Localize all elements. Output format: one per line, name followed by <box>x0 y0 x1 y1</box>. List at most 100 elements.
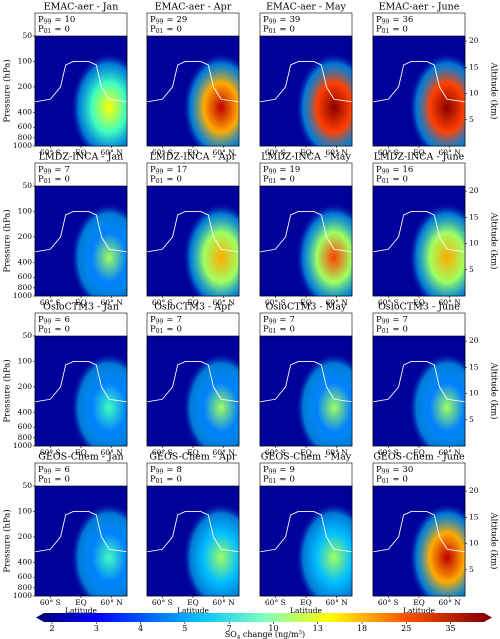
stat-sub: 99 <box>44 18 52 25</box>
x-tick-label: EQ <box>413 448 425 457</box>
stat-label: P01 = 0 <box>376 324 408 335</box>
stat-value: 0 <box>177 474 182 484</box>
concentration-field <box>295 502 352 596</box>
y-tick-label: 600 <box>18 422 33 431</box>
stat-value: 7 <box>403 315 408 325</box>
y2-tick-label: 20 <box>469 36 479 45</box>
colorbar-tick-label: 4 <box>138 624 143 633</box>
stat-value: 0 <box>403 324 408 334</box>
label-base: SO <box>225 630 237 639</box>
x-tick-label: 60° S <box>40 448 61 457</box>
x-tick-label: 60° N <box>213 448 236 457</box>
stat-sub: 01 <box>269 178 277 185</box>
y-tick-label: 100 <box>18 56 33 65</box>
stat-symbol: P <box>150 474 156 484</box>
tropopause <box>35 61 127 103</box>
stat-sub: 01 <box>382 478 390 485</box>
y-tick-label: 50 <box>22 331 32 340</box>
panel-title: LMDZ-INCA - Apr <box>150 152 237 163</box>
heatmap <box>35 486 127 596</box>
stat-label: P99 = 19 <box>263 165 300 176</box>
x-tick-label: 60° S <box>40 298 61 307</box>
concentration-field <box>182 502 239 596</box>
panel-title: EMAC-aer - Apr <box>155 2 232 13</box>
x-tick-label: 60° S <box>152 148 173 157</box>
y-axis-label: Pressure (hPa) <box>2 359 13 422</box>
stat-value: 29 <box>177 15 188 25</box>
panel-title: OsloCTM3 - May <box>266 302 347 313</box>
y-tick-label: 50 <box>22 181 32 190</box>
stat-symbol: P <box>376 15 382 25</box>
stat-eq: = <box>392 315 399 325</box>
y2-axis-label: Altitude (km) <box>489 362 500 420</box>
concentration-field <box>70 202 127 296</box>
x-axis-label: Latitude <box>290 606 323 615</box>
stat-eq: = <box>392 165 399 175</box>
y2-tick-label: 15 <box>469 62 479 71</box>
stat-label: P99 = 7 <box>263 315 295 326</box>
stat-sub: 99 <box>156 318 164 325</box>
x-tick-label: 60° N <box>326 298 349 307</box>
x-tick-label: EQ <box>187 448 199 457</box>
stat-value: 0 <box>403 174 408 184</box>
x-tick-label: 60° S <box>152 298 173 307</box>
stat-value: 0 <box>290 474 295 484</box>
x-tick-label: 60° N <box>101 298 124 307</box>
tropopause <box>373 361 465 403</box>
y-tick-label: 50 <box>22 31 32 40</box>
x-tick-label: 60° S <box>378 148 399 157</box>
heatmap <box>373 36 465 146</box>
y2-axis-label: Altitude (km) <box>489 62 500 120</box>
stat-label: P01 = 0 <box>150 174 182 185</box>
stat-symbol: P <box>38 24 44 34</box>
stat-value: 7 <box>177 315 182 325</box>
x-tick-label: 60° N <box>439 148 462 157</box>
stat-sub: 99 <box>382 318 390 325</box>
stat-value: 17 <box>177 165 188 175</box>
stat-label: P99 = 6 <box>38 465 70 476</box>
stat-sub: 99 <box>156 18 164 25</box>
stat-sub: 01 <box>382 328 390 335</box>
stat-value: 6 <box>65 465 70 475</box>
stat-symbol: P <box>38 174 44 184</box>
stat-label: P99 = 6 <box>38 315 70 326</box>
stat-symbol: P <box>376 324 382 334</box>
x-tick-label: 60° S <box>378 598 399 607</box>
stat-eq: = <box>54 474 61 484</box>
tropopause <box>260 211 352 253</box>
x-tick-label: 60° S <box>265 148 286 157</box>
label-end: ) <box>302 630 305 639</box>
stat-sub: 99 <box>269 318 277 325</box>
tropopause <box>147 511 239 553</box>
stat-eq: = <box>166 15 173 25</box>
tropopause <box>35 511 127 553</box>
y2-tick-label: 5 <box>469 265 474 274</box>
stat-symbol: P <box>150 174 156 184</box>
x-tick-label: 60° S <box>265 598 286 607</box>
stat-label: P99 = 7 <box>150 315 182 326</box>
stat-eq: = <box>54 324 61 334</box>
panel-title: OsloCTM3 - June <box>378 302 460 313</box>
stat-symbol: P <box>38 15 44 25</box>
stat-label: P99 = 17 <box>150 165 187 176</box>
stat-symbol: P <box>38 474 44 484</box>
stat-symbol: P <box>376 465 382 475</box>
label-sub: 4 <box>237 635 241 639</box>
stat-value: 10 <box>65 15 76 25</box>
panel-title: LMDZ-INCA - Jan <box>39 152 124 163</box>
heatmap <box>35 186 127 296</box>
x-tick-label: EQ <box>413 148 425 157</box>
stat-eq: = <box>392 15 399 25</box>
x-tick-label: 60° N <box>101 598 124 607</box>
heatmap <box>260 336 352 446</box>
stat-symbol: P <box>150 324 156 334</box>
x-tick-label: EQ <box>300 598 312 607</box>
stat-value: 0 <box>290 174 295 184</box>
colorbar-tick-label: 10 <box>268 624 278 633</box>
stat-symbol: P <box>263 174 269 184</box>
stat-eq: = <box>54 315 61 325</box>
stat-eq: = <box>166 165 173 175</box>
y2-tick-label: 15 <box>469 362 479 371</box>
stat-symbol: P <box>263 465 269 475</box>
